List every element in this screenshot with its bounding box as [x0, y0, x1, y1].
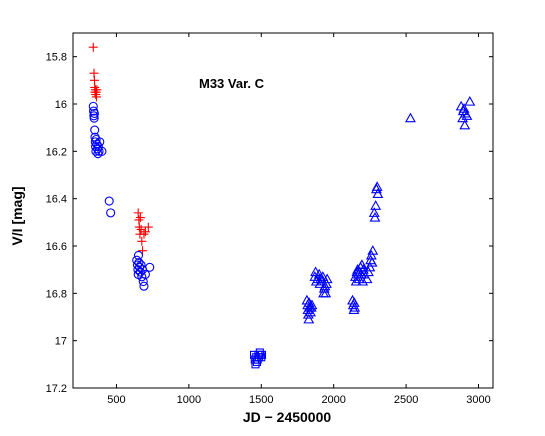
- triangle-marker: [306, 299, 318, 310]
- circle-marker: [94, 146, 104, 156]
- triangle-marker: [321, 273, 333, 284]
- circle-marker: [133, 265, 143, 275]
- triangle-marker: [464, 96, 476, 106]
- triangle-marker: [317, 271, 329, 281]
- circle-marker: [104, 196, 114, 206]
- x-axis-label: JD − 2450000: [243, 409, 332, 425]
- triangle-marker: [357, 264, 369, 274]
- y-tick-label: 16: [55, 99, 67, 111]
- circle-marker: [135, 262, 145, 272]
- circle-marker: [95, 137, 105, 147]
- x-tick-label: 3000: [466, 394, 490, 406]
- triangle-marker: [461, 110, 473, 120]
- circle-marker: [91, 146, 101, 156]
- y-axis-ticks: 15.8 16 16.2 16.4 16.6 16.8 17 17.2: [46, 52, 493, 395]
- triangle-marker: [352, 264, 364, 274]
- circle-marker: [136, 260, 146, 270]
- triangle-marker: [305, 306, 316, 317]
- circle-marker: [135, 267, 145, 277]
- triangle-marker: [350, 275, 362, 286]
- x-tick-label: 2000: [321, 394, 345, 406]
- axes-frame: [72, 32, 494, 389]
- triangle-marker: [314, 278, 326, 288]
- x-tick-label: 2500: [394, 394, 418, 406]
- y-tick-label: 16.8: [46, 288, 67, 300]
- circle-marker: [145, 262, 155, 272]
- triangle-marker: [459, 119, 471, 130]
- triangle-marker: [366, 256, 378, 267]
- square-marker: [257, 350, 267, 359]
- triangle-marker: [320, 287, 332, 298]
- x-axis-ticks: 500 1000 1500 2000 2500 3000: [107, 33, 491, 406]
- circle-marker: [139, 281, 149, 291]
- x-tick-label: 1000: [177, 394, 201, 406]
- circle-marker: [133, 250, 144, 261]
- y-tick-label: 17: [55, 336, 67, 348]
- x-tick-label: 500: [107, 394, 125, 406]
- chart-marks: [88, 42, 476, 369]
- triangle-marker: [302, 309, 314, 319]
- circle-marker: [106, 208, 116, 218]
- plot-frame: [72, 32, 494, 389]
- plus-marker: [136, 224, 146, 234]
- triangle-marker: [303, 313, 315, 324]
- triangle-marker: [457, 112, 469, 123]
- y-tick-label: 16.6: [46, 241, 67, 253]
- circle-marker: [88, 101, 98, 111]
- plus-marker: [143, 222, 153, 232]
- circle-marker: [89, 108, 99, 119]
- y-axis-label: V/I [mag]: [9, 186, 25, 245]
- plus-marker: [135, 213, 145, 223]
- circle-marker: [90, 125, 100, 135]
- triangle-marker: [372, 188, 384, 198]
- circle-marker: [134, 258, 144, 268]
- triangle-marker: [405, 112, 416, 123]
- plus-marker: [133, 208, 143, 218]
- circle-marker: [89, 113, 99, 123]
- triangle-marker: [368, 207, 380, 217]
- triangle-marker: [370, 200, 382, 210]
- plus-marker: [88, 42, 98, 52]
- plus-marker: [92, 85, 102, 95]
- circle-marker: [140, 269, 150, 279]
- triangle-marker: [321, 278, 332, 288]
- x-tick-label: 1500: [249, 394, 273, 406]
- triangle-marker: [349, 301, 361, 312]
- y-tick-label: 16.2: [46, 146, 67, 158]
- y-tick-label: 17.2: [46, 383, 67, 395]
- triangle-marker: [363, 266, 374, 277]
- plus-marker: [140, 227, 150, 237]
- triangle-marker: [364, 261, 376, 272]
- y-tick-label: 15.8: [46, 52, 67, 64]
- plus-marker: [137, 236, 147, 246]
- triangle-marker: [369, 211, 381, 222]
- y-tick-label: 16.4: [46, 194, 67, 206]
- chart-annotation: M33 Var. C: [199, 76, 265, 91]
- triangle-marker: [316, 275, 328, 286]
- triangle-marker: [367, 245, 379, 255]
- triangle-marker: [357, 275, 369, 286]
- triangle-marker: [358, 268, 370, 279]
- circle-marker: [97, 146, 107, 156]
- triangle-marker: [348, 297, 360, 307]
- plus-marker: [139, 229, 149, 239]
- triangle-marker: [361, 273, 373, 284]
- square-marker: [257, 353, 266, 362]
- triangle-marker: [301, 294, 313, 305]
- plus-marker: [134, 222, 144, 232]
- square-marker: [255, 348, 264, 357]
